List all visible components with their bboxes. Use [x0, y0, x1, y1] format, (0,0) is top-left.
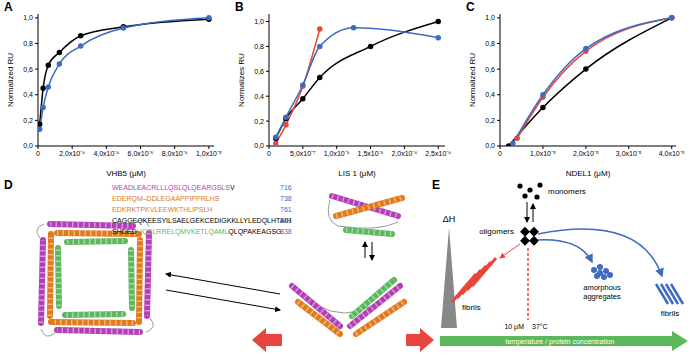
svg-text:ΔH: ΔH — [443, 214, 456, 224]
svg-text:1,0x10⁻⁵: 1,0x10⁻⁵ — [530, 150, 556, 157]
svg-text:0,8: 0,8 — [485, 40, 495, 47]
html-text:SHDED LIQSLRRELQMVKETLQAML QLQ: SHDED LIQSLRRELQMVKETLQAML QLQPAKEAGSG 8… — [112, 228, 292, 235]
svg-text:Normalized RU: Normalized RU — [6, 53, 15, 107]
svg-text:2,5x10⁻⁶: 2,5x10⁻⁶ — [425, 150, 451, 157]
svg-text:1,5x10⁻⁶: 1,5x10⁻⁶ — [358, 150, 384, 157]
svg-text:6,0x10⁻⁶: 6,0x10⁻⁶ — [128, 150, 154, 157]
html-text:A: A — [4, 0, 13, 14]
svg-text:4,0x10⁻⁵: 4,0x10⁻⁵ — [659, 150, 685, 157]
html-text:CAGGEQKEESYILSAELGEKCEDIGKKLLY: CAGGEQKEESYILSAELGEKCEDIGKKLLYLEDQLHTAIH — [112, 217, 292, 224]
svg-text:amorphous: amorphous — [583, 283, 621, 292]
html-text:EDKRKTPKVLEEWKTHLIPSLH: EDKRKTPKVLEEWKTHLIPSLH — [112, 206, 213, 213]
svg-text:temperature / protein concentr: temperature / protein concentration — [506, 338, 615, 346]
html-text:761: 761 — [280, 206, 292, 213]
svg-text:VHB5 (μM): VHB5 (μM) — [106, 169, 146, 178]
html-text:801: 801 — [280, 217, 292, 224]
html-text:B: B — [235, 0, 244, 14]
svg-text:0,0: 0,0 — [23, 142, 33, 149]
svg-text:LIS 1 (μM): LIS 1 (μM) — [338, 169, 376, 178]
html-text:D: D — [4, 178, 13, 192]
html-text:EDERQM–DDLEGAAPPIPPRLHS: EDERQM–DDLEGAAPPIPPRLHS — [112, 195, 220, 202]
svg-text:0: 0 — [267, 150, 271, 157]
svg-text:0,4: 0,4 — [485, 91, 495, 98]
svg-text:0,4: 0,4 — [23, 91, 33, 98]
html-text:E: E — [432, 178, 440, 192]
svg-text:0,8: 0,8 — [23, 40, 33, 47]
svg-text:Normalizes RU: Normalizes RU — [237, 53, 246, 107]
svg-text:8,0x10⁻⁶: 8,0x10⁻⁶ — [162, 150, 188, 157]
svg-text:1,0: 1,0 — [254, 18, 264, 25]
svg-text:aggregates: aggregates — [583, 292, 621, 301]
svg-text:0,6: 0,6 — [485, 66, 495, 73]
html-text:738: 738 — [280, 195, 292, 202]
svg-text:0,8: 0,8 — [254, 43, 264, 50]
svg-text:3,0x10⁻⁵: 3,0x10⁻⁵ — [616, 150, 642, 157]
svg-text:10 μM: 10 μM — [504, 323, 524, 331]
svg-text:0,2: 0,2 — [485, 117, 495, 124]
svg-text:0: 0 — [36, 150, 40, 157]
svg-text:0,6: 0,6 — [23, 66, 33, 73]
svg-text:4,0x10⁻⁶: 4,0x10⁻⁶ — [93, 150, 119, 157]
svg-text:0,2: 0,2 — [23, 117, 33, 124]
svg-text:2,0x10⁻⁶: 2,0x10⁻⁶ — [391, 150, 417, 157]
html-text:C: C — [466, 0, 475, 14]
svg-text:1,0: 1,0 — [485, 14, 495, 21]
svg-text:fibrils: fibrils — [462, 303, 481, 312]
svg-text:2,0x10⁻⁶: 2,0x10⁻⁶ — [59, 150, 85, 157]
svg-text:5,0x10⁻⁷: 5,0x10⁻⁷ — [290, 150, 316, 157]
html-text:WEADLEACRLLLQSLQLQEARGSLS V: WEADLEACRLLLQSLQLQEARGSLS V — [112, 184, 235, 191]
svg-text:0,0: 0,0 — [485, 142, 495, 149]
svg-text:1,0: 1,0 — [23, 14, 33, 21]
svg-text:NDEL1 (μM): NDEL1 (μM) — [566, 169, 611, 178]
svg-text:oligomers: oligomers — [479, 227, 514, 236]
svg-text:1,0x10⁻⁶: 1,0x10⁻⁶ — [324, 150, 350, 157]
svg-text:0,2: 0,2 — [254, 118, 264, 125]
svg-text:2,0x10⁻⁵: 2,0x10⁻⁵ — [573, 150, 599, 157]
html-text:716: 716 — [280, 184, 292, 191]
svg-text:0: 0 — [498, 150, 502, 157]
svg-text:1,0x10⁻⁵: 1,0x10⁻⁵ — [196, 150, 222, 157]
svg-text:fibrils: fibrils — [661, 309, 680, 318]
svg-text:0,4: 0,4 — [254, 93, 264, 100]
svg-text:Normalized RU: Normalized RU — [468, 53, 477, 107]
svg-text:0,0: 0,0 — [254, 142, 264, 149]
svg-text:0,6: 0,6 — [254, 68, 264, 75]
svg-text:37°C: 37°C — [532, 323, 548, 330]
svg-text:monomers: monomers — [548, 187, 586, 196]
